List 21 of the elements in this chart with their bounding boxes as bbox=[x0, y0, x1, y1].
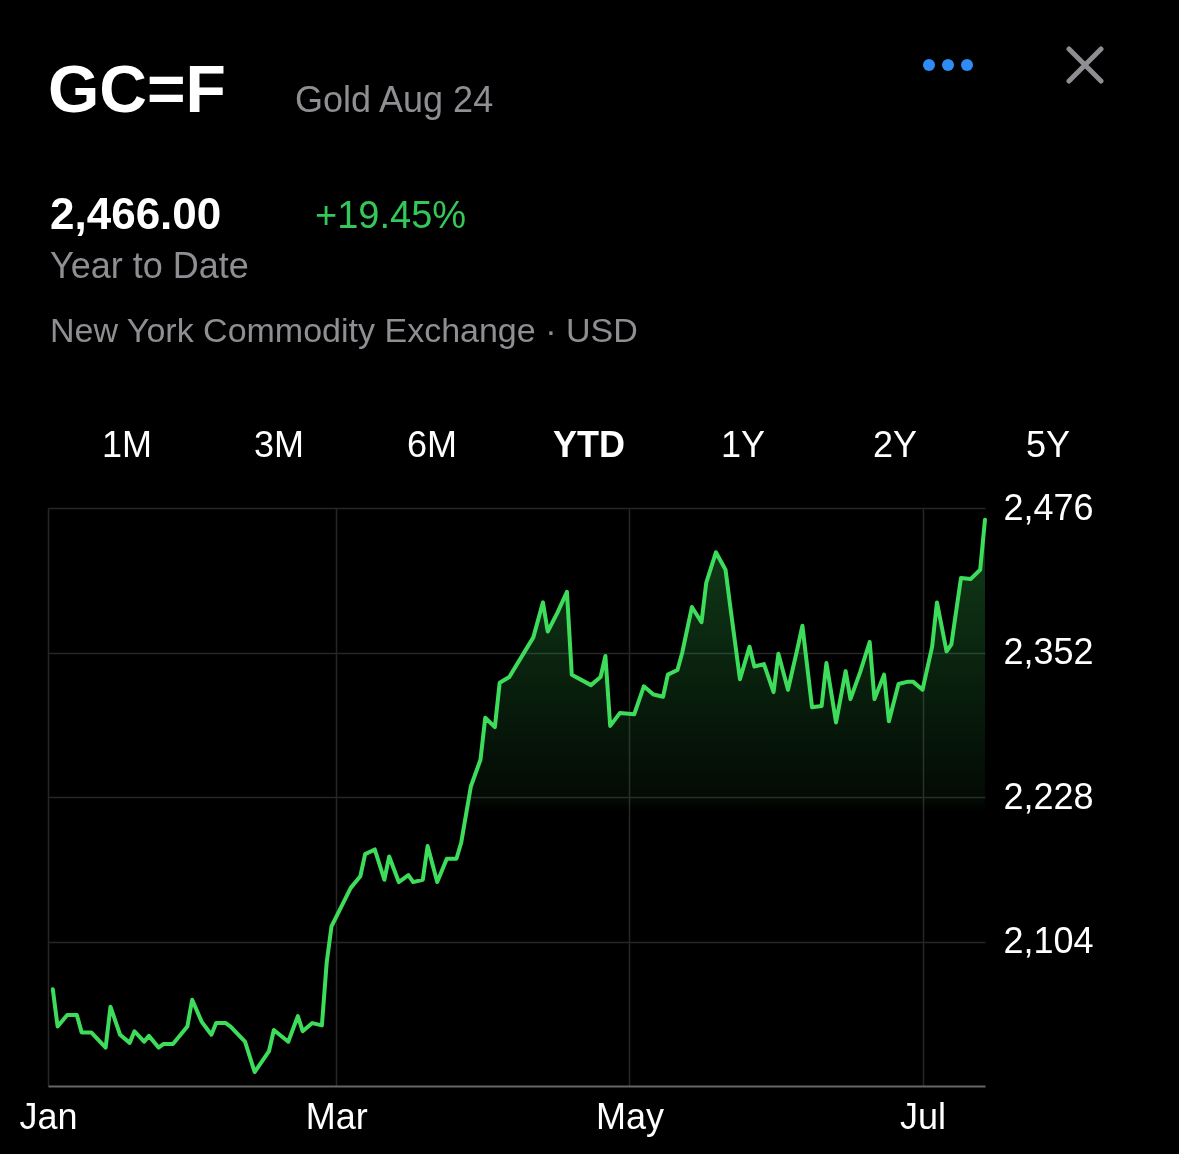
chart-subtitle: Gold Aug 24 bbox=[295, 79, 494, 120]
text: New York Commodity Exchange · USD bbox=[50, 311, 638, 349]
text: 1Y bbox=[720, 424, 766, 465]
x-tick-label: Jul bbox=[900, 1095, 947, 1137]
y-tick-label: 2,228 bbox=[1003, 775, 1094, 817]
x-tick-label: May bbox=[595, 1095, 664, 1137]
y-tick-label: 2,476 bbox=[1003, 486, 1094, 528]
y-tick-label: 2,352 bbox=[1003, 631, 1094, 672]
text: 2Y bbox=[872, 424, 918, 465]
text: +19.45% bbox=[315, 194, 467, 236]
y-tick-label: 2,104 bbox=[1003, 920, 1094, 961]
text: 2,466.00 bbox=[50, 189, 222, 238]
text: 1M bbox=[101, 424, 153, 465]
text: YTD bbox=[553, 424, 625, 465]
text: 3M bbox=[253, 424, 305, 465]
text: Year to Date bbox=[50, 245, 249, 286]
chart-title: GC=F bbox=[48, 52, 226, 126]
text: 5Y bbox=[1025, 424, 1071, 465]
x-tick-label: Mar bbox=[305, 1095, 368, 1137]
text: 6M bbox=[406, 424, 458, 465]
x-tick-label: Jan bbox=[19, 1095, 78, 1137]
